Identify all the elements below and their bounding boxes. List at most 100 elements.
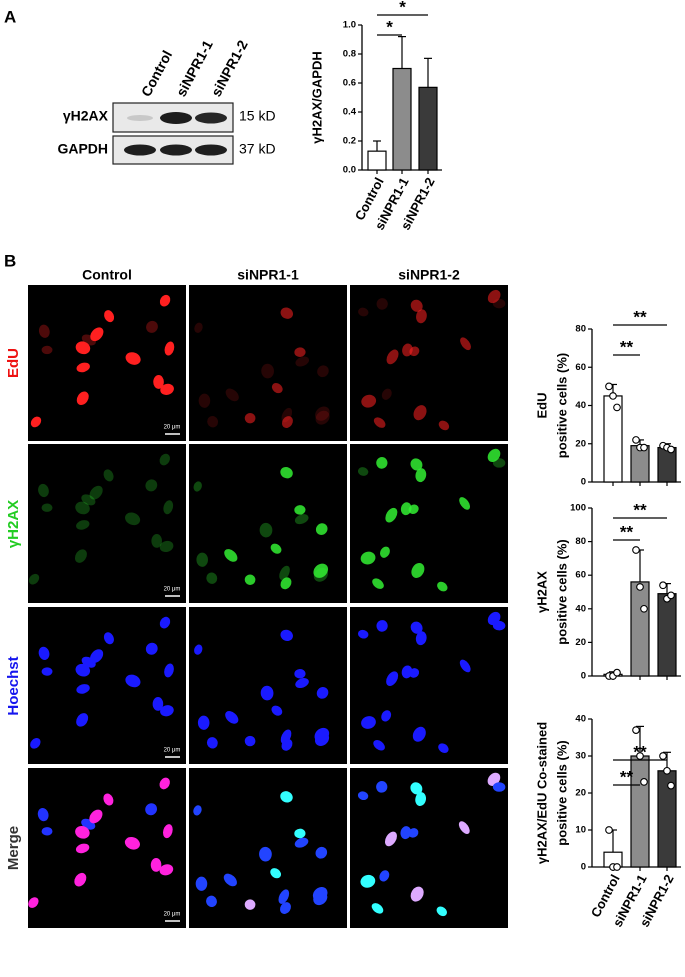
nucleus — [261, 363, 275, 379]
scale-bar-label: 20 μm — [164, 748, 181, 754]
nucleus — [317, 365, 329, 378]
nucleus — [386, 349, 399, 365]
nucleus — [206, 572, 218, 584]
nucleus — [492, 298, 506, 309]
data-point — [636, 583, 644, 591]
nucleus — [381, 388, 392, 400]
nucleus — [459, 659, 471, 673]
blot-size: 15 kD — [239, 108, 276, 124]
nucleus — [159, 616, 171, 629]
nucleus — [315, 410, 330, 425]
micrograph — [350, 768, 508, 928]
nucleus — [492, 782, 506, 792]
nucleus — [400, 826, 412, 840]
nucleus — [103, 632, 114, 645]
nucleus — [278, 889, 290, 904]
nucleus — [159, 777, 170, 790]
nucleus — [75, 501, 90, 515]
nucleus — [437, 581, 448, 592]
nucleus — [163, 500, 174, 515]
panel-label: B — [4, 251, 16, 270]
panel-label: A — [4, 7, 16, 26]
nucleus — [197, 715, 210, 730]
nucleus — [103, 469, 114, 482]
y-tick-label: 80 — [575, 324, 586, 335]
nucleus — [358, 629, 369, 639]
nucleus — [376, 457, 388, 469]
y-tick-label: 0 — [581, 477, 586, 488]
data-point — [632, 436, 640, 444]
y-tick-label: 20 — [575, 438, 586, 449]
nucleus — [315, 406, 330, 421]
significance-label: ** — [620, 522, 634, 541]
data-point — [613, 668, 621, 677]
nucleus — [410, 886, 424, 902]
nucleus — [90, 327, 104, 342]
bar — [657, 593, 677, 677]
nucleus — [125, 512, 141, 526]
nucleus — [160, 705, 174, 717]
nucleus — [193, 481, 202, 492]
y-tick-label: 40 — [575, 714, 586, 725]
nucleus — [270, 868, 282, 879]
nucleus — [372, 578, 384, 589]
nucleus — [75, 825, 90, 839]
data-point — [667, 591, 675, 600]
blot-protein: γH2AX — [63, 108, 109, 124]
nucleus — [295, 678, 309, 689]
bar — [657, 446, 677, 483]
nucleus — [103, 793, 114, 806]
nucleus — [316, 687, 329, 699]
nucleus — [164, 663, 174, 678]
nucleus — [402, 343, 413, 357]
nucleus — [159, 864, 174, 876]
micrographs: 20 μm 20 μm 20 μm 20 μm — [28, 285, 508, 928]
significance-label: ** — [633, 742, 647, 761]
y-tick-label: 0 — [581, 671, 586, 682]
nucleus — [89, 809, 103, 824]
micrograph — [28, 768, 186, 928]
nucleus — [361, 716, 376, 729]
nucleus — [244, 735, 256, 747]
nucleus — [162, 824, 173, 839]
y-axis-label: positive cells (%) — [554, 539, 569, 644]
nucleus — [125, 352, 141, 365]
y-tick-label: 0.6 — [343, 78, 356, 89]
lane-label: Control — [138, 48, 175, 99]
nucleus — [160, 383, 174, 395]
column-header: siNPR1-1 — [237, 267, 299, 283]
nucleus — [41, 827, 53, 836]
nucleus — [294, 828, 306, 839]
nucleus — [360, 551, 376, 565]
significance-label: * — [399, 0, 406, 16]
nucleus — [104, 310, 115, 323]
nucleus — [280, 629, 293, 642]
nucleus — [312, 887, 328, 902]
nucleus — [259, 846, 272, 862]
blot-protein: GAPDH — [57, 141, 108, 157]
y-tick-label: 60 — [575, 570, 586, 581]
nucleus — [271, 383, 283, 394]
nucleus — [159, 453, 171, 466]
nucleus — [151, 533, 162, 548]
nucleus — [260, 685, 274, 701]
nucleus — [386, 671, 399, 686]
nucleus — [194, 322, 203, 333]
nucleus — [413, 405, 427, 421]
y-tick-label: 20 — [575, 788, 586, 799]
nucleus — [153, 375, 164, 389]
nucleus — [384, 831, 397, 847]
nucleus — [81, 494, 96, 506]
nucleus — [401, 665, 413, 679]
nucleus — [224, 549, 238, 562]
nucleus — [314, 727, 330, 743]
nucleus — [415, 468, 427, 483]
nucleus — [373, 417, 386, 428]
nucleus — [410, 299, 423, 312]
nucleus — [76, 362, 90, 373]
nucleus — [438, 420, 450, 431]
data-point — [640, 443, 648, 452]
y-axis-label: γH2AX/GAPDH — [309, 51, 324, 143]
nucleus — [124, 836, 140, 850]
nucleus — [361, 394, 377, 408]
